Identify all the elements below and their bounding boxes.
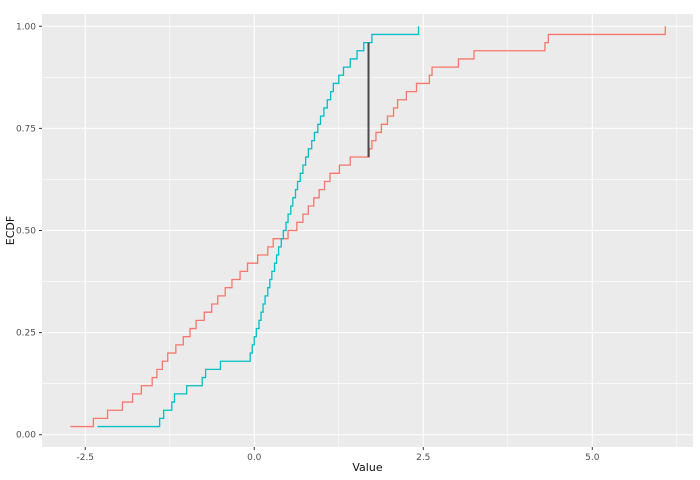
x-axis-tick-label: 2.5 <box>416 453 430 463</box>
ecdf-curve-sample-2-cyan <box>97 26 420 428</box>
y-axis-title: ECDF <box>0 14 22 447</box>
x-axis-title: Value <box>352 461 383 474</box>
x-axis-tick-label: -2.5 <box>76 453 94 463</box>
x-axis-tick-label: 0.0 <box>247 453 262 463</box>
ecdf-curve-sample-1-red <box>70 26 666 428</box>
y-axis-tick-label: 0.75 <box>16 124 36 134</box>
y-axis-tick-label: 1.00 <box>16 22 36 32</box>
y-axis-tick-label: 0.25 <box>16 329 36 339</box>
x-axis-tick-label: 5.0 <box>585 453 600 463</box>
y-axis-tick-label: 0.50 <box>16 227 36 237</box>
y-axis-title-text: ECDF <box>4 215 18 246</box>
y-axis-tick-label: 0.00 <box>16 431 36 441</box>
